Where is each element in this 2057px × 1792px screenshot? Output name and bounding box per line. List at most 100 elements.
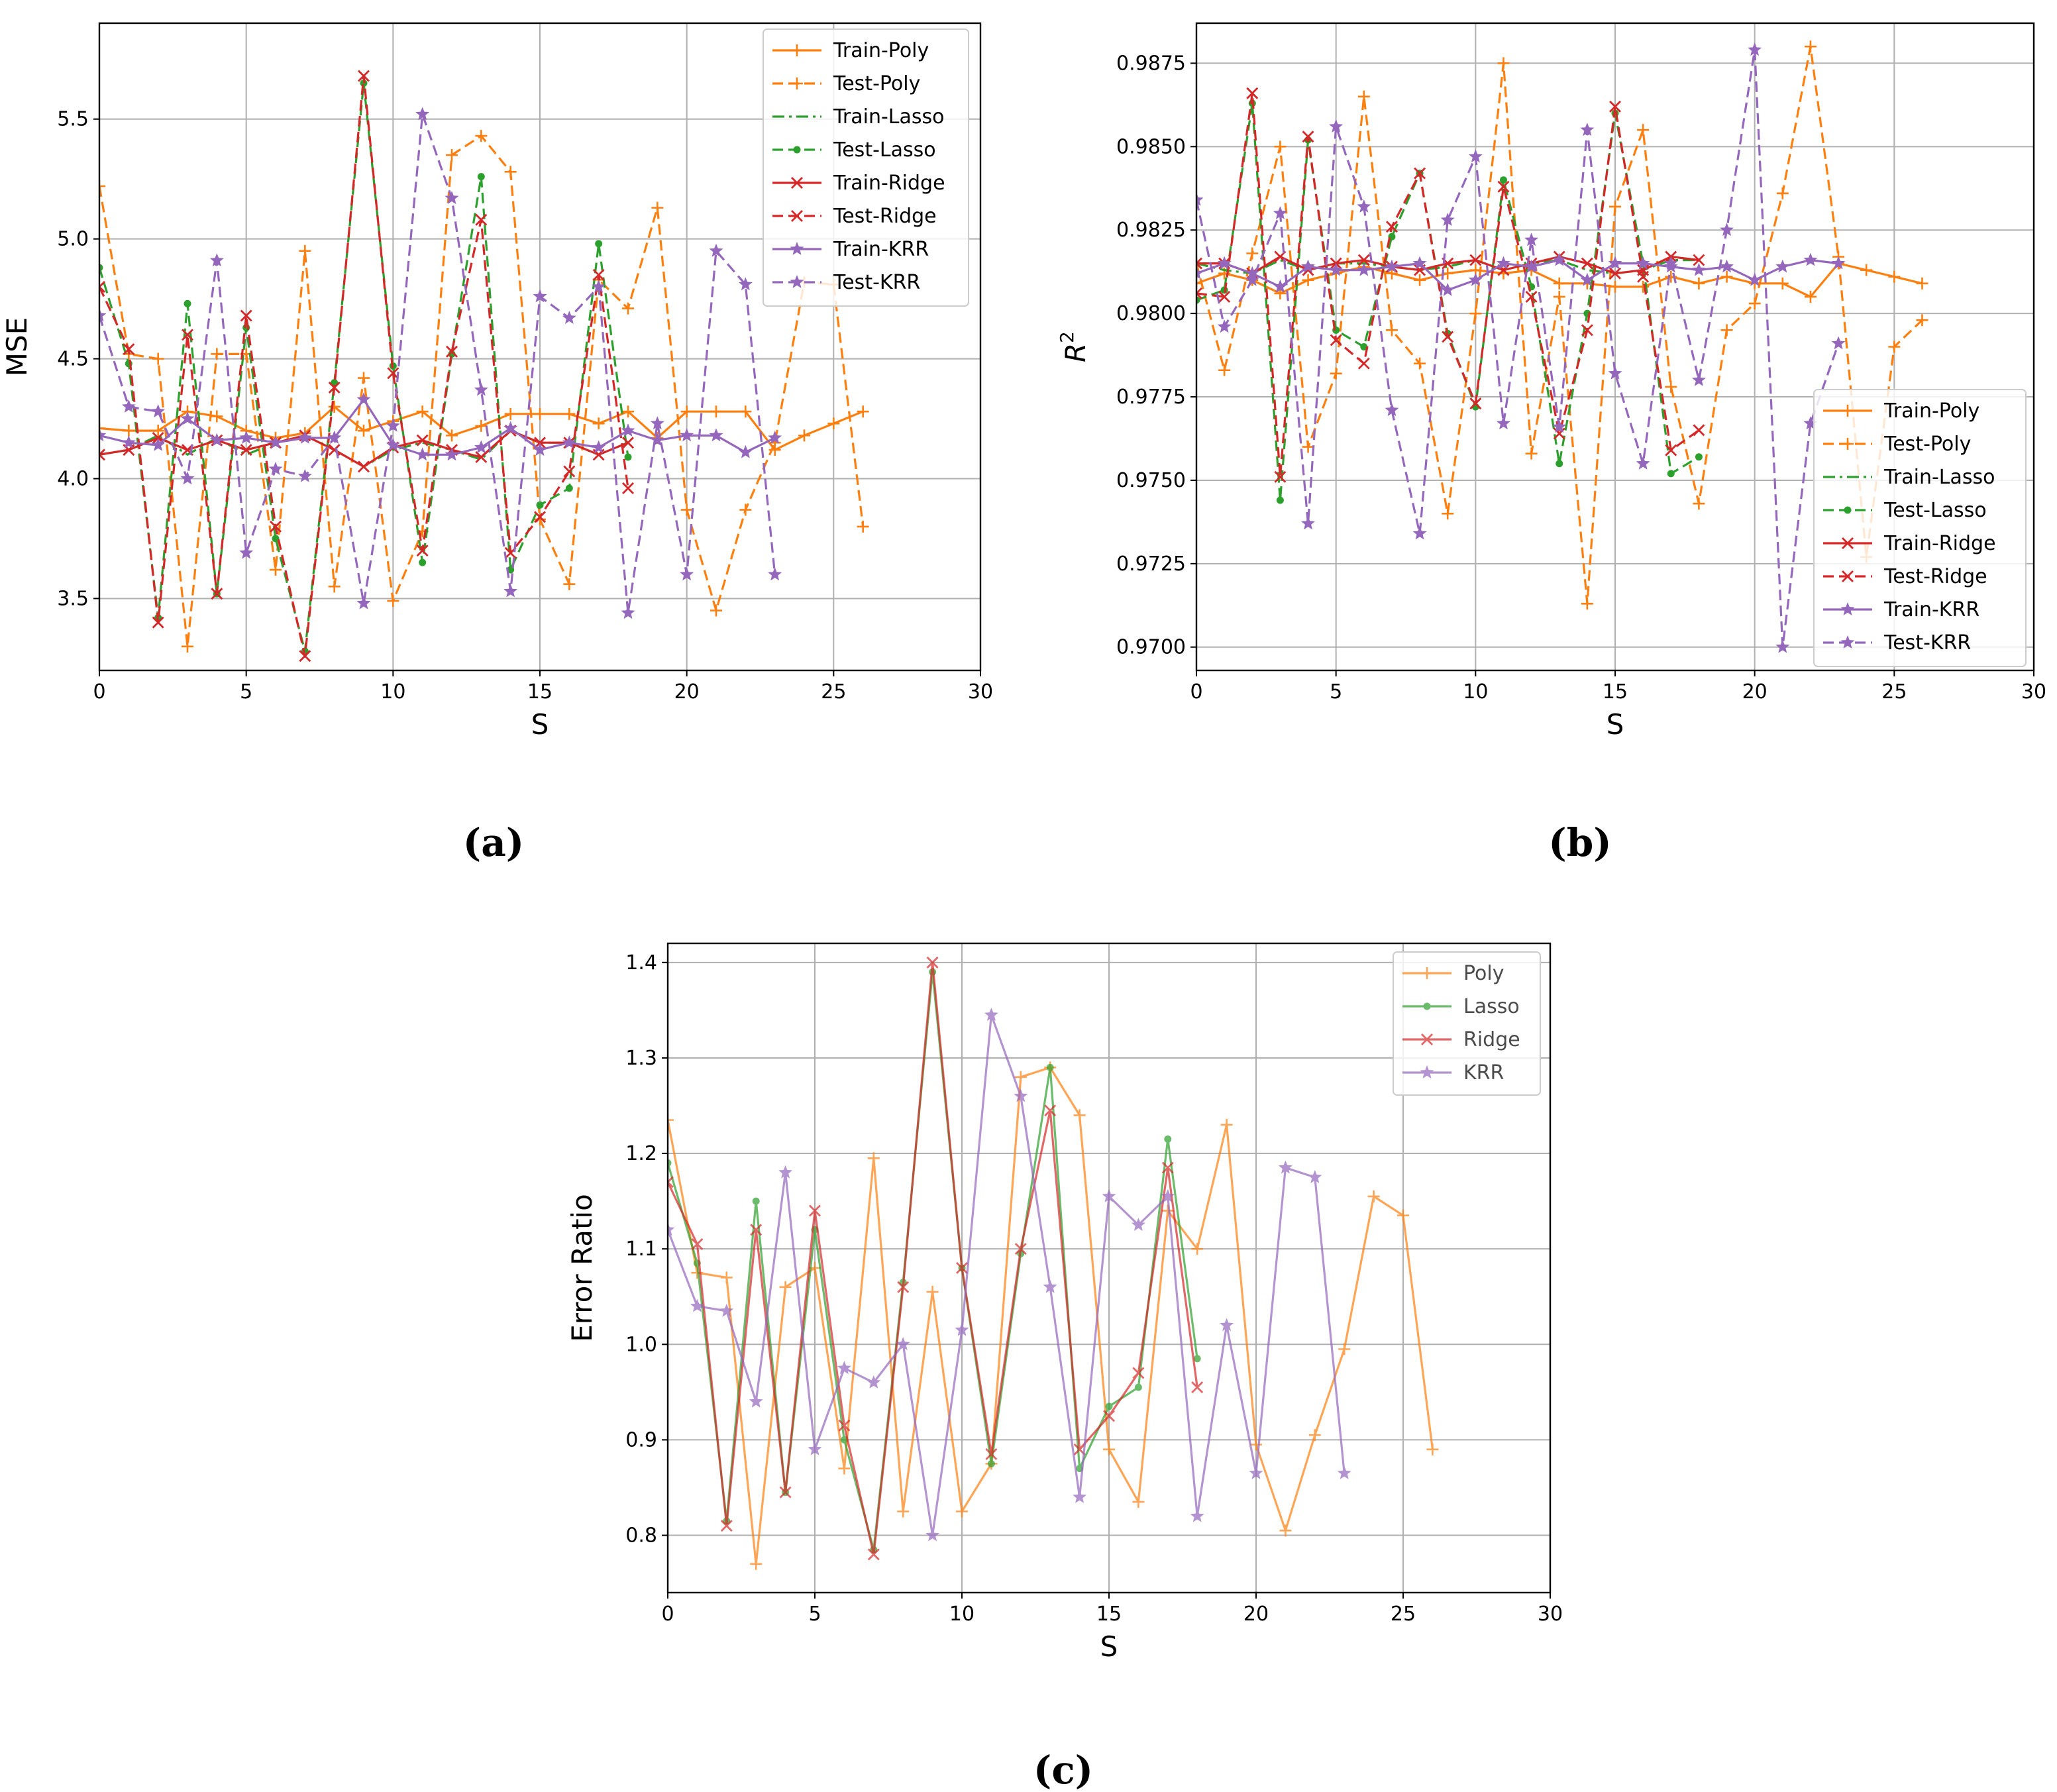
data-point bbox=[328, 382, 341, 394]
data-point bbox=[1831, 256, 1846, 270]
data-point bbox=[1608, 366, 1622, 380]
data-point bbox=[1414, 274, 1426, 286]
x-tick-label: 20 bbox=[674, 680, 700, 704]
data-point bbox=[1044, 1104, 1057, 1117]
data-point bbox=[328, 400, 341, 413]
legend-box bbox=[1393, 951, 1541, 1096]
y-axis-label: Error Ratio bbox=[566, 1194, 598, 1342]
data-point bbox=[1552, 419, 1567, 433]
data-point bbox=[1385, 259, 1399, 273]
legend-label: Train-KRR bbox=[1883, 598, 1979, 621]
legend-label: Train-Lasso bbox=[833, 105, 945, 129]
data-point bbox=[1414, 167, 1426, 180]
legend-label: Test-Poly bbox=[833, 72, 920, 95]
data-point bbox=[358, 70, 370, 82]
data-point bbox=[739, 405, 752, 418]
data-point bbox=[272, 535, 280, 543]
data-point bbox=[534, 407, 546, 420]
data-point bbox=[867, 1375, 881, 1389]
legend-marker bbox=[1840, 602, 1855, 615]
data-point bbox=[270, 564, 282, 576]
y-tick-label: 0.9725 bbox=[1116, 553, 1186, 576]
data-point bbox=[621, 606, 635, 619]
axes-frame bbox=[666, 942, 1552, 1594]
data-point bbox=[1440, 213, 1455, 226]
data-point bbox=[1249, 1465, 1263, 1479]
legend-item: Train-Lasso bbox=[1823, 466, 1995, 489]
data-point bbox=[1302, 131, 1314, 143]
data-point bbox=[211, 588, 223, 600]
data-point bbox=[1442, 331, 1454, 343]
panel-caption: (c) bbox=[1033, 1748, 1093, 1792]
data-point bbox=[446, 345, 458, 358]
data-point bbox=[738, 277, 753, 291]
data-point bbox=[1073, 1109, 1086, 1122]
x-axis-label: S bbox=[1607, 708, 1624, 741]
data-point bbox=[1804, 290, 1817, 303]
data-point bbox=[1308, 1429, 1321, 1442]
data-point bbox=[1693, 254, 1705, 266]
data-point bbox=[1748, 297, 1761, 310]
data-point bbox=[622, 302, 634, 315]
data-point bbox=[987, 1459, 995, 1467]
legend-label: Test-Lasso bbox=[833, 138, 936, 162]
plot-area bbox=[1196, 40, 1928, 653]
x-tick-label: 10 bbox=[1463, 680, 1488, 704]
x-tick-label: 30 bbox=[968, 680, 993, 704]
data-point bbox=[1196, 287, 1202, 299]
data-point bbox=[1014, 1243, 1027, 1255]
data-point bbox=[779, 1281, 792, 1293]
data-point bbox=[121, 435, 136, 449]
data-point bbox=[1691, 262, 1706, 276]
data-point bbox=[1132, 1496, 1145, 1508]
data-point bbox=[1804, 40, 1817, 53]
legend-label: Lasso bbox=[1463, 995, 1520, 1018]
data-point bbox=[867, 1548, 880, 1561]
data-point bbox=[123, 425, 135, 437]
data-point bbox=[358, 460, 370, 473]
data-point bbox=[358, 425, 370, 437]
data-point bbox=[1609, 280, 1621, 293]
data-point bbox=[896, 1337, 910, 1351]
legend-label: Train-KRR bbox=[833, 238, 929, 261]
data-point bbox=[1397, 1209, 1409, 1222]
data-point bbox=[182, 640, 193, 653]
data-point bbox=[1468, 149, 1483, 163]
series-train-krr bbox=[1196, 252, 1846, 296]
legend-item: Train-Ridge bbox=[772, 172, 945, 195]
data-point bbox=[240, 309, 252, 322]
data-point bbox=[1301, 516, 1315, 530]
data-point bbox=[240, 444, 252, 456]
data-point bbox=[1385, 221, 1398, 233]
data-point bbox=[1105, 1402, 1113, 1410]
y-tick-label: 0.8 bbox=[625, 1524, 657, 1548]
x-axis-label: S bbox=[531, 708, 549, 741]
data-point bbox=[503, 584, 518, 598]
axes-frame bbox=[98, 22, 982, 672]
data-point bbox=[1581, 257, 1593, 270]
legend-marker bbox=[791, 177, 803, 189]
y-tick-label: 1.3 bbox=[625, 1047, 657, 1070]
data-point bbox=[1196, 296, 1200, 304]
axes-frame bbox=[1195, 22, 2035, 672]
legend-item: Test-Lasso bbox=[1823, 499, 1987, 522]
data-point bbox=[533, 443, 547, 456]
data-point bbox=[838, 1419, 851, 1432]
data-point bbox=[299, 650, 311, 662]
data-point bbox=[328, 580, 341, 593]
data-point bbox=[1103, 1410, 1115, 1422]
data-point bbox=[1667, 470, 1675, 478]
data-point bbox=[1608, 256, 1622, 270]
data-point bbox=[386, 418, 400, 432]
data-point bbox=[1663, 256, 1678, 270]
data-point bbox=[1553, 277, 1565, 290]
data-point bbox=[386, 437, 400, 451]
x-tick-label: 25 bbox=[1881, 680, 1907, 704]
y-tick-label: 0.9750 bbox=[1116, 469, 1186, 492]
legend-marker bbox=[793, 146, 801, 154]
data-point bbox=[1720, 324, 1733, 337]
data-point bbox=[1330, 334, 1342, 346]
legend-label: Train-Poly bbox=[833, 39, 929, 62]
data-point bbox=[151, 437, 166, 451]
data-point bbox=[1196, 257, 1202, 270]
